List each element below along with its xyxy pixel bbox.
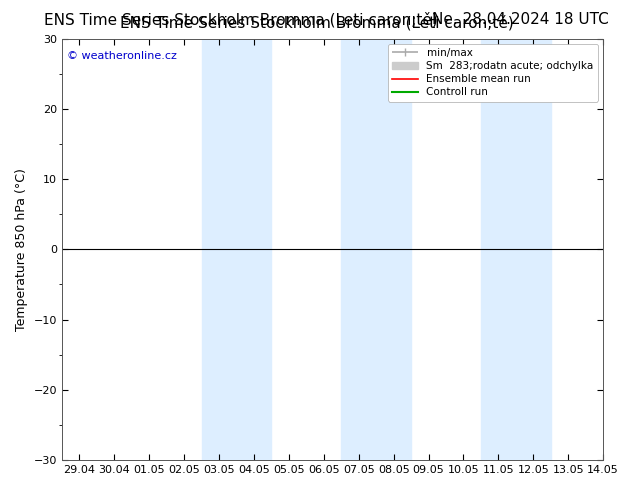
Y-axis label: Temperature 850 hPa (°C): Temperature 850 hPa (°C) (15, 168, 28, 331)
Text: © weatheronline.cz: © weatheronline.cz (67, 51, 178, 61)
Bar (341, 39, 411, 460)
Text: ENS Time Series Stockholm Bromma (Leti caron;tě): ENS Time Series Stockholm Bromma (Leti c… (120, 15, 514, 30)
Legend: min/max, Sm  283;rodatn acute; odchylka, Ensemble mean run, Controll run: min/max, Sm 283;rodatn acute; odchylka, … (388, 44, 598, 101)
Bar (202, 39, 271, 460)
Bar (481, 39, 551, 460)
Text: ENS Time Series Stockholm Bromma (Leti caron;tě): ENS Time Series Stockholm Bromma (Leti c… (44, 12, 438, 28)
Text: Ne. 28.04.2024 18 UTC: Ne. 28.04.2024 18 UTC (432, 12, 608, 27)
